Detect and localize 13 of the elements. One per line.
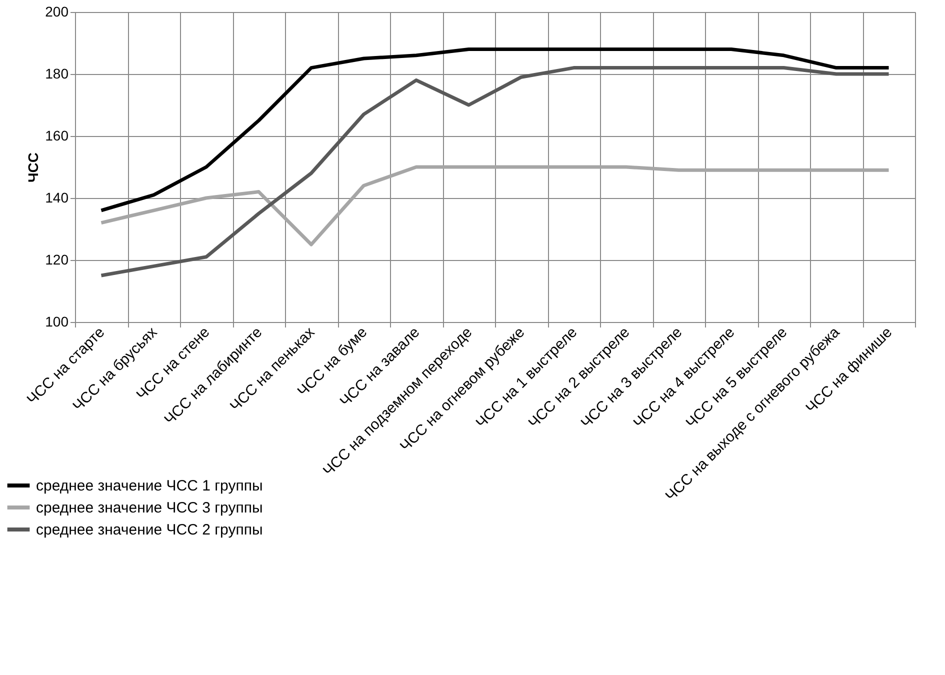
y-axis-title: ЧСС [25,152,42,183]
legend-label: среднее значение ЧСС 1 группы [36,478,263,494]
y-tick-label: 160 [45,128,69,144]
y-tick-label: 200 [45,4,69,20]
y-tick-label: 100 [45,314,69,330]
y-tick-label: 180 [45,66,69,82]
y-tick-label: 140 [45,190,69,206]
legend-label: среднее значение ЧСС 3 группы [36,500,263,516]
line-series [100,165,890,246]
legend-label: среднее значение ЧСС 2 группы [36,522,263,538]
line-series [100,47,890,212]
line-series [100,66,890,278]
y-tick-label: 120 [45,252,69,268]
